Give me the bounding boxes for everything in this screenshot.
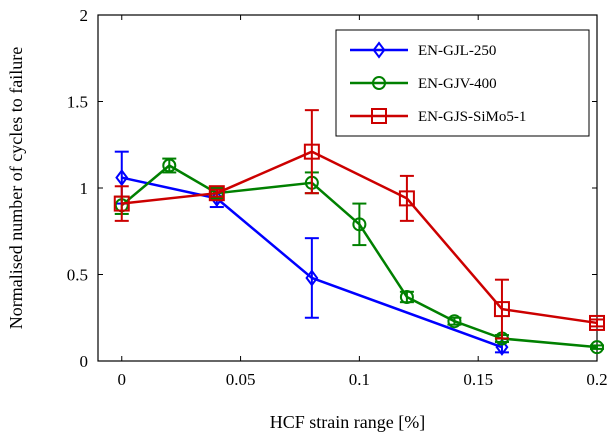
legend-entry-0: EN-GJL-250 [350, 41, 496, 59]
axis-ticks: 0 0.05 0.1 0.15 0.2 0 0.5 1 1.5 2 [67, 6, 608, 389]
legend-entry-1: EN-GJV-400 [350, 76, 497, 92]
series-line [121, 150, 598, 325]
series-2 [113, 109, 605, 340]
data-point [493, 301, 510, 318]
data-point [113, 195, 130, 212]
legend-marker [372, 76, 386, 90]
data-point [352, 217, 367, 232]
data-point [115, 168, 129, 187]
legend-label: EN-GJV-400 [418, 76, 497, 92]
x-tick-label: 0 [118, 370, 127, 389]
data-point [398, 190, 415, 207]
y-tick-label: 1.5 [67, 93, 88, 112]
x-tick-label: 0.2 [586, 370, 607, 389]
legend-label: EN-GJS-SiMo5-1 [418, 109, 526, 125]
data-point [495, 338, 509, 356]
x-tick-label: 0.1 [349, 370, 370, 389]
x-tick-label: 0.15 [463, 370, 493, 389]
data-point [447, 314, 462, 329]
legend-entry-2: EN-GJS-SiMo5-1 [350, 108, 526, 125]
data-point [305, 269, 319, 287]
data-point [303, 143, 320, 160]
data-point [399, 289, 414, 304]
series-layer [113, 109, 605, 356]
y-tick-label: 2 [80, 6, 89, 25]
y-tick-label: 0 [80, 352, 89, 371]
legend-marker [372, 41, 386, 59]
legend-marker [371, 108, 387, 124]
data-point [208, 185, 225, 202]
x-tick-label: 0.05 [226, 370, 256, 389]
y-axis-label: Normalised number of cycles to failure [6, 47, 26, 329]
data-point [162, 158, 177, 173]
legend: EN-GJL-250 EN-GJV-400 EN-GJS-SiMo5-1 [335, 29, 590, 137]
series-line [121, 176, 503, 349]
data-point [589, 314, 605, 331]
x-axis-label: HCF strain range [%] [270, 412, 425, 432]
data-point [590, 340, 604, 355]
y-tick-label: 1 [80, 179, 89, 198]
y-tick-label: 0.5 [67, 266, 88, 285]
legend-label: EN-GJL-250 [418, 43, 496, 59]
